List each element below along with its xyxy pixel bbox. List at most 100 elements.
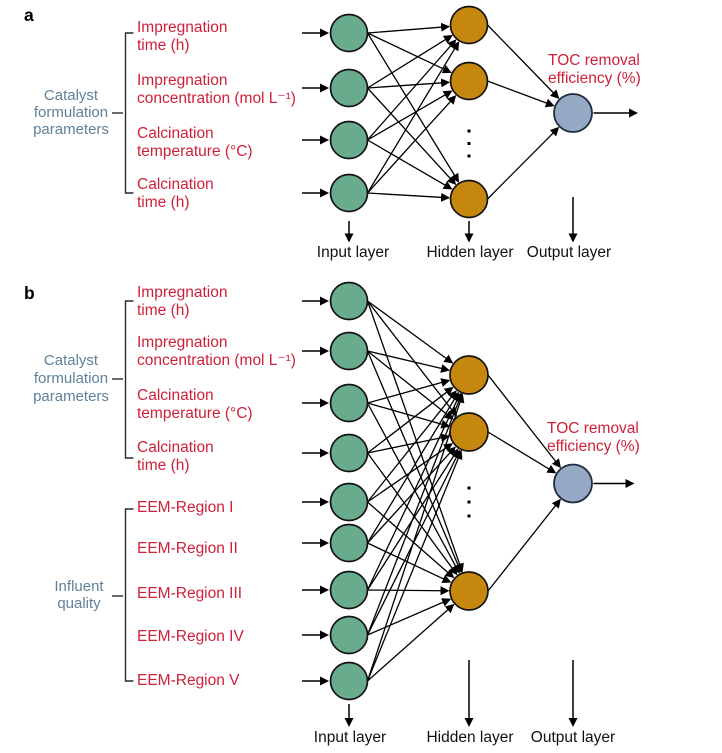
edge-b-in1-h1: [367, 300, 454, 364]
input-label-b-eem-region-4: EEM-Region IV: [137, 628, 244, 646]
input-label-b-eem-region-1: EEM-Region I: [137, 499, 233, 517]
edge-b-in3-h3: [366, 402, 460, 574]
input-node-b-1: [329, 281, 369, 321]
input-node-b-9: [329, 661, 369, 701]
group-label-line: formulation: [33, 370, 109, 387]
input-label-b-impregnation-concentration: Impregnation concentration (mol L⁻¹): [137, 334, 296, 370]
edge-b-in5-h2: [367, 443, 453, 503]
input-label-line: Calcination: [137, 125, 214, 142]
layer-label-output-b: Output layer: [530, 729, 616, 746]
edge-b-in2-h1: [367, 350, 451, 373]
input-label-line: temperature (°C): [137, 143, 253, 160]
layer-label-hidden-b: Hidden layer: [426, 729, 514, 746]
edge-b-in8-h1: [366, 393, 463, 636]
group-label-catalyst-a: Catalyst formulation parameters: [16, 87, 126, 138]
input-label-line: EEM-Region V: [137, 672, 240, 689]
output-label-line: efficiency (%): [548, 70, 641, 87]
edge-b-in8-h3: [367, 598, 452, 636]
group-label-line: Influent: [54, 578, 104, 595]
edge-b-in7-h1: [366, 392, 461, 591]
input-label-a-impregnation-concentration: Impregnation concentration (mol L⁻¹): [137, 72, 296, 108]
input-node-b-4: [329, 433, 369, 473]
input-node-b-8: [329, 615, 369, 655]
edge-a-in2-h2: [367, 78, 451, 89]
edge-a-in4-h3: [367, 192, 451, 202]
output-label-b-toc-removal: TOC removal efficiency (%): [547, 420, 640, 456]
edge-a-in2-h3: [367, 87, 457, 185]
input-label-line: Impregnation: [137, 284, 228, 301]
edge-b-h1-out: [487, 374, 561, 469]
input-label-line: time (h): [137, 302, 190, 319]
output-label-line: efficiency (%): [547, 438, 640, 455]
hidden-layer-ellipsis-dot-b-1: [467, 486, 471, 490]
edge-b-in3-h1: [367, 378, 451, 404]
hidden-node-a-2: [449, 61, 489, 101]
layer-label-input-a: Input layer: [316, 244, 390, 261]
input-label-b-eem-region-3: EEM-Region III: [137, 585, 242, 603]
edge-b-in9-h1: [366, 393, 465, 682]
hidden-layer-ellipsis-dot-b-2: [467, 500, 471, 504]
panel-b-letter: b: [24, 283, 35, 303]
edge-b-in4-h1: [367, 386, 454, 454]
edge-b-in4-h3: [366, 452, 458, 576]
edge-b-in9-h2: [366, 450, 463, 682]
input-label-line: EEM-Region IV: [137, 628, 244, 645]
edge-b-in9-h3: [367, 603, 455, 682]
group-label-line: Catalyst: [43, 352, 99, 369]
input-node-a-3: [329, 120, 369, 160]
edge-b-in1-h3: [366, 300, 464, 573]
edge-a-in2-h1: [367, 35, 453, 89]
input-label-line: time (h): [137, 457, 190, 474]
edge-b-in6-h1: [366, 391, 459, 544]
edge-a-in3-h3: [367, 139, 453, 190]
edge-a-h3-out: [487, 126, 560, 200]
input-node-b-5: [329, 482, 369, 522]
input-label-b-eem-region-5: EEM-Region V: [137, 672, 240, 690]
input-label-line: EEM-Region III: [137, 585, 243, 602]
input-label-line: Impregnation: [137, 19, 228, 36]
edge-b-in6-h2: [367, 446, 456, 544]
output-label-line: TOC removal: [548, 52, 640, 69]
input-label-line: concentration (mol L⁻¹): [137, 90, 296, 107]
input-node-a-2: [329, 68, 369, 108]
edge-b-in5-h1: [366, 390, 457, 503]
input-node-b-3: [329, 383, 369, 423]
edge-b-in2-h3: [366, 350, 463, 574]
panel-a-letter: a: [24, 5, 34, 25]
input-label-line: Calcination: [137, 176, 214, 193]
input-label-line: concentration (mol L⁻¹): [137, 352, 296, 369]
edge-b-in1-h2: [366, 300, 458, 417]
group-bracket-b-1: [124, 300, 134, 459]
hidden-node-b-3: [449, 571, 489, 611]
hidden-layer-ellipsis-dot-a-3: [467, 154, 471, 158]
edge-a-h1-out: [487, 24, 560, 100]
group-label-line: parameters: [33, 388, 109, 405]
edge-b-in5-h3: [367, 501, 455, 579]
edge-b-in2-h2: [367, 350, 454, 420]
input-label-line: time (h): [137, 194, 190, 211]
group-label-line: Catalyst: [43, 87, 99, 104]
group-label-catalyst-b: Catalyst formulation parameters: [16, 352, 126, 406]
layer-label-hidden-a: Hidden layer: [426, 244, 514, 261]
edge-a-h2-out: [487, 80, 555, 108]
input-label-line: Impregnation: [137, 72, 228, 89]
group-label-line: quality: [57, 595, 101, 612]
group-label-line: parameters: [33, 121, 109, 138]
hidden-layer-ellipsis-dot-b-3: [467, 514, 471, 518]
input-label-line: Impregnation: [137, 334, 228, 351]
layer-label-input-b: Input layer: [313, 729, 387, 746]
input-label-line: temperature (°C): [137, 405, 253, 422]
hidden-node-a-1: [449, 5, 489, 45]
edge-b-in3-h2: [367, 402, 451, 429]
hidden-node-b-1: [449, 355, 489, 395]
edge-a-in4-h2: [367, 95, 457, 194]
input-node-a-1: [329, 13, 369, 53]
input-label-b-calcination-temperature: Calcination temperature (°C): [137, 387, 253, 423]
input-label-line: time (h): [137, 37, 190, 54]
edge-b-h3-out: [487, 498, 561, 592]
input-label-a-impregnation-time: Impregnation time (h): [137, 19, 227, 55]
edge-a-in3-h1: [367, 39, 457, 141]
group-label-line: formulation: [33, 104, 109, 121]
